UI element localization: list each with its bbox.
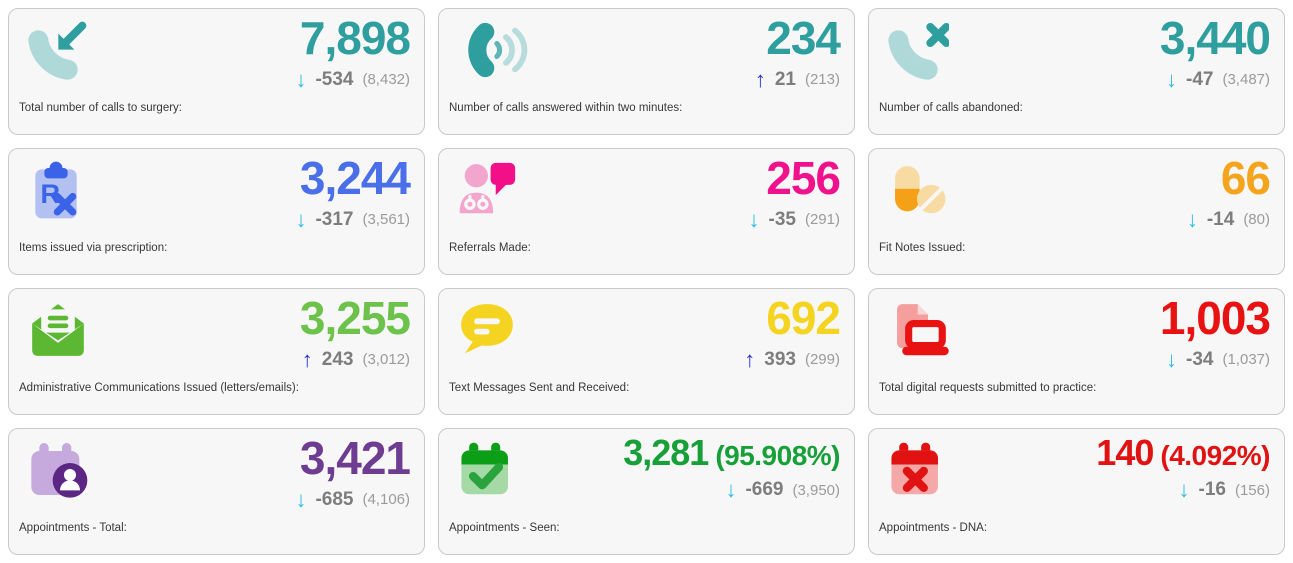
stat-card-referrals: 256 ↓ -35 (291) Referrals Made: bbox=[438, 148, 855, 275]
change-delta: -685 bbox=[315, 488, 354, 510]
change-arrow: ↓ bbox=[748, 206, 760, 232]
card-label: Fit Notes Issued: bbox=[879, 242, 966, 254]
change-delta: -16 bbox=[1198, 479, 1226, 500]
change-delta: -14 bbox=[1206, 208, 1235, 230]
change-previous: (4,106) bbox=[362, 491, 410, 509]
change-arrow: ↓ bbox=[1186, 206, 1198, 232]
calendar-check-icon bbox=[455, 439, 517, 508]
stat-card-calls-answered: 234 ↑ 21 (213) Number of calls answered … bbox=[438, 8, 855, 135]
card-value-suffix: (95.908%) bbox=[715, 440, 840, 471]
card-value: 1,003 bbox=[1159, 292, 1271, 344]
card-label: Appointments - Total: bbox=[19, 522, 127, 534]
stat-card-calls-total: 7,898 ↓ -534 (8,432) Total number of cal… bbox=[8, 8, 425, 135]
card-value: 3,440 bbox=[1159, 12, 1271, 64]
referral-icon bbox=[455, 159, 521, 226]
card-label: Text Messages Sent and Received: bbox=[449, 382, 630, 394]
stat-card-appointments-seen: 3,281 (95.908%) ↓ -669 (3,950) Appointme… bbox=[438, 428, 855, 555]
change-arrow: ↓ bbox=[725, 477, 737, 502]
stat-card-prescriptions: R 3,244 ↓ -317 (3,561) Items issued via … bbox=[8, 148, 425, 275]
stat-card-fit-notes: 66 ↓ -14 (80) Fit Notes Issued: bbox=[868, 148, 1285, 275]
change-previous: (3,012) bbox=[362, 351, 410, 369]
change-arrow: ↓ bbox=[1178, 477, 1190, 502]
change-arrow: ↓ bbox=[295, 66, 307, 92]
card-label: Number of calls abandoned: bbox=[879, 102, 1023, 114]
phone-incoming-icon bbox=[25, 19, 89, 88]
change-delta: -47 bbox=[1186, 68, 1214, 90]
change-previous: (1,037) bbox=[1222, 351, 1270, 369]
change-previous: (3,950) bbox=[792, 481, 840, 499]
digital-request-icon bbox=[885, 299, 953, 366]
card-label: Referrals Made: bbox=[449, 242, 531, 254]
envelope-icon bbox=[25, 299, 91, 366]
card-label: Total number of calls to surgery: bbox=[19, 102, 182, 114]
message-bubble-icon bbox=[455, 299, 519, 366]
card-value: 234 bbox=[766, 12, 841, 64]
change-previous: (213) bbox=[804, 71, 840, 89]
phone-answered-icon bbox=[455, 19, 531, 86]
card-value: 3,281 bbox=[623, 432, 709, 473]
change-delta: -35 bbox=[768, 208, 796, 230]
change-arrow: ↓ bbox=[1166, 346, 1177, 372]
stat-card-text-messages: 692 ↑ 393 (299) Text Messages Sent and R… bbox=[438, 288, 855, 415]
card-value: 256 bbox=[766, 152, 841, 204]
change-arrow: ↑ bbox=[301, 346, 313, 372]
change-delta: 243 bbox=[321, 348, 354, 370]
card-value-suffix: (4.092%) bbox=[1160, 440, 1270, 471]
calendar-person-icon bbox=[25, 439, 91, 508]
card-label: Appointments - Seen: bbox=[449, 522, 560, 534]
change-previous: (291) bbox=[804, 211, 840, 229]
change-delta: 393 bbox=[764, 348, 796, 370]
card-label: Total digital requests submitted to prac… bbox=[879, 382, 1097, 394]
change-previous: (8,432) bbox=[362, 71, 410, 89]
stat-card-digital-requests: 1,003 ↓ -34 (1,037) Total digital reques… bbox=[868, 288, 1285, 415]
card-label: Items issued via prescription: bbox=[19, 242, 168, 254]
change-arrow: ↓ bbox=[295, 206, 307, 232]
card-label: Number of calls answered within two minu… bbox=[449, 102, 683, 114]
card-value: 692 bbox=[766, 292, 841, 344]
change-delta: -534 bbox=[315, 68, 354, 90]
card-label: Administrative Communications Issued (le… bbox=[19, 382, 299, 394]
change-arrow: ↑ bbox=[744, 346, 756, 372]
change-arrow: ↓ bbox=[295, 486, 307, 512]
phone-abandoned-icon bbox=[885, 19, 951, 88]
change-previous: (3,561) bbox=[362, 211, 410, 229]
change-delta: -317 bbox=[315, 208, 354, 230]
card-value: 3,421 bbox=[299, 432, 411, 484]
pills-icon bbox=[885, 159, 949, 226]
change-arrow: ↓ bbox=[1166, 66, 1177, 92]
change-delta: -34 bbox=[1186, 348, 1214, 370]
change-previous: (299) bbox=[804, 351, 840, 369]
change-delta: -669 bbox=[745, 479, 784, 500]
change-arrow: ↑ bbox=[754, 66, 766, 92]
card-value: 3,255 bbox=[299, 292, 411, 344]
stat-card-appointments-total: 3,421 ↓ -685 (4,106) Appointments - Tota… bbox=[8, 428, 425, 555]
change-delta: 21 bbox=[774, 68, 796, 90]
svg-text:R: R bbox=[41, 178, 61, 209]
stat-card-admin-communications: 3,255 ↑ 243 (3,012) Administrative Commu… bbox=[8, 288, 425, 415]
stat-card-calls-abandoned: 3,440 ↓ -47 (3,487) Number of calls aban… bbox=[868, 8, 1285, 135]
card-value: 66 bbox=[1220, 152, 1271, 204]
card-value: 7,898 bbox=[299, 12, 411, 64]
card-label: Appointments - DNA: bbox=[879, 522, 988, 534]
stat-card-appointments-dna: 140 (4.092%) ↓ -16 (156) Appointments - … bbox=[868, 428, 1285, 555]
calendar-x-icon bbox=[885, 439, 947, 508]
change-previous: (156) bbox=[1234, 481, 1270, 499]
change-previous: (3,487) bbox=[1222, 71, 1270, 89]
card-value: 140 bbox=[1096, 432, 1154, 473]
change-previous: (80) bbox=[1243, 211, 1270, 229]
card-value: 3,244 bbox=[299, 152, 411, 204]
prescription-icon: R bbox=[25, 159, 87, 226]
